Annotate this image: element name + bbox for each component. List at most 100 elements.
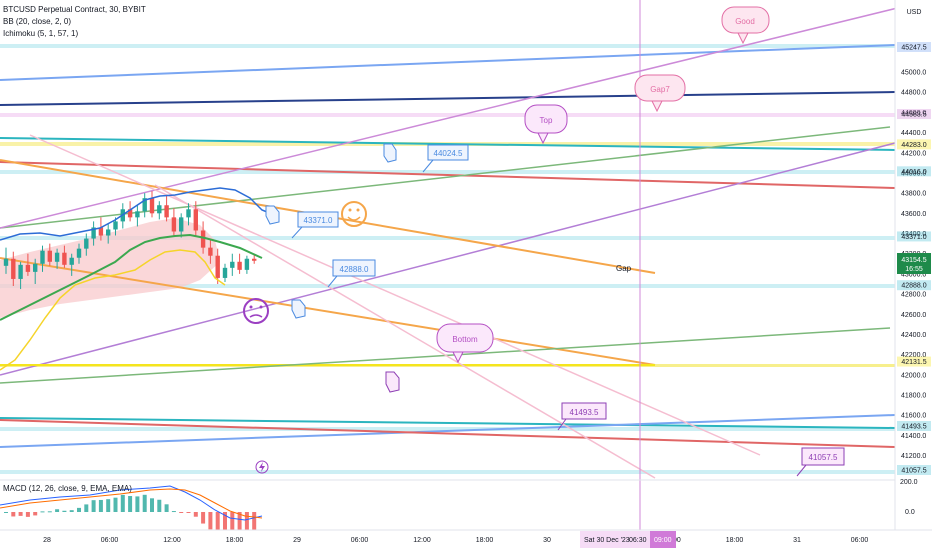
time-highlight-time: 06:30 (629, 537, 647, 544)
candle-body (69, 257, 74, 265)
candle-body (47, 250, 52, 262)
candle-body (142, 198, 147, 212)
annotation-good[interactable]: Good (721, 6, 770, 45)
bollinger-basis (0, 233, 263, 321)
trend-line-red-top (0, 161, 896, 189)
candle-body (171, 217, 177, 232)
macd-bar (171, 511, 176, 513)
macd-pane: MACD (12, 26, close, 9, EMA, EMA) (0, 479, 895, 539)
time-tick-label: 18:00 (476, 537, 494, 544)
price-tag-label: 44583.5 (901, 112, 926, 119)
time-tick-label: 18:00 (226, 537, 244, 544)
price-tick-label: 44400.0 (901, 130, 926, 137)
time-tick-label: 12:00 (163, 537, 181, 544)
annotation-gap7-label: Gap7 (650, 85, 670, 94)
smiley-icon (341, 201, 367, 227)
time-tick-label: 06:00 (351, 537, 369, 544)
trend-line-blue-bottom (0, 414, 896, 448)
time-axis[interactable]: 28 06:00 12:00 18:00 29 06:00 12:00 18:00 30 06:0… (0, 529, 932, 550)
indicator-ichimoku: Ichimoku (5, 1, 57, 1) (3, 29, 78, 38)
price-tag-background (897, 280, 931, 291)
price-tick-label: 41400.0 (901, 433, 926, 440)
annotation-42888[interactable]: 42888.0 (327, 259, 376, 288)
candle-body (40, 250, 45, 264)
time-tick-label: 29 (293, 537, 301, 544)
price-tag-label: 44016.0 (901, 169, 926, 176)
time-axis-background (0, 530, 932, 550)
macd-bar (208, 512, 213, 530)
candle-body (84, 238, 89, 249)
annotation-41493[interactable]: 41493.5 (557, 402, 607, 431)
candle-body (186, 209, 191, 218)
time-tick-label: 30 (543, 537, 551, 544)
macd-histogram (4, 494, 257, 539)
hand-pointing-icon-2 (265, 205, 280, 225)
annotation-bottom[interactable]: Bottom (436, 323, 494, 364)
candle-body (11, 258, 16, 279)
level-band-41057 (0, 470, 895, 474)
price-tags: 45247.5 44583.5 44283.0 44016.0 43371.0 42888… (897, 42, 931, 475)
annotations[interactable]: Good Gap7 Top 44024.5 43371.0 42888.0 Ga… (291, 6, 845, 477)
macd-bar (91, 500, 96, 512)
price-tag-label: 42888.0 (901, 283, 926, 290)
price-tag-label: 41493.5 (901, 423, 926, 430)
candle-body (222, 267, 228, 278)
annotation-44024[interactable]: 44024.5 (422, 144, 469, 173)
macd-bar (84, 504, 89, 512)
annotation-42888-label: 42888.0 (340, 265, 369, 274)
candle-body (54, 252, 60, 262)
macd-bar (244, 512, 249, 533)
time-tick-label: 28 (43, 537, 51, 544)
bollinger-upper-band (0, 187, 273, 241)
macd-bar (164, 504, 169, 512)
price-tick-label: 41800.0 (901, 393, 926, 400)
price-tick-label: 42400.0 (901, 332, 926, 339)
price-tick-label: 42200.0 (901, 352, 926, 359)
price-axis[interactable]: USD 45000.044800.044600.044400.044200.04… (894, 0, 932, 530)
annotation-gap7[interactable]: Gap7 (634, 74, 686, 113)
price-tag-background (897, 109, 931, 120)
macd-bar (252, 512, 257, 530)
price-tag-label: 44283.0 (901, 142, 926, 149)
annotation-41057[interactable]: 41057.5 (796, 447, 845, 477)
candle-body (135, 211, 140, 218)
macd-bar (98, 499, 103, 512)
macd-bar (62, 510, 67, 512)
level-band-44583 (0, 113, 895, 117)
price-tick-label: 44800.0 (901, 90, 926, 97)
macd-bar (142, 494, 147, 512)
price-tag-label: 42131.5 (901, 359, 926, 366)
price-tick-label: 43800.0 (901, 191, 926, 198)
macd-bar (120, 494, 125, 512)
candle-body (25, 264, 31, 272)
annotation-43371-label: 43371.0 (304, 216, 333, 225)
time-tick-label: 31 (793, 537, 801, 544)
price-tag-label: 43371.0 (901, 234, 926, 241)
candle-body (179, 217, 184, 232)
trend-line-teal-bottom (0, 417, 896, 429)
annotation-top-label: Top (540, 116, 553, 125)
candle-body (98, 227, 104, 236)
hand-pointing-icon-3 (291, 299, 306, 319)
annotation-41493-label: 41493.5 (570, 408, 599, 417)
trend-line-green-top (0, 126, 891, 229)
trend-line-pink-1 (29, 134, 761, 456)
price-tick-label: 42800.0 (901, 292, 926, 299)
macd-bar (223, 512, 227, 539)
last-price-tag: 43154.5 16:55 (897, 253, 931, 274)
annotation-43371[interactable]: 43371.0 (291, 211, 339, 239)
candle-body (33, 263, 38, 272)
price-tick-label: 42600.0 (901, 312, 926, 319)
lightning-icon (255, 460, 269, 474)
macd-signal-line (0, 488, 263, 519)
macd-bar (128, 496, 133, 512)
annotation-top[interactable]: Top (524, 104, 568, 145)
macd-bar (40, 511, 45, 513)
macd-bar (18, 512, 23, 516)
macd-bar (77, 507, 81, 512)
candle-body (164, 205, 169, 218)
price-tick-label: 41600.0 (901, 413, 926, 420)
macd-tick-200: 200.0 (900, 479, 918, 486)
price-tag-background (897, 420, 931, 431)
